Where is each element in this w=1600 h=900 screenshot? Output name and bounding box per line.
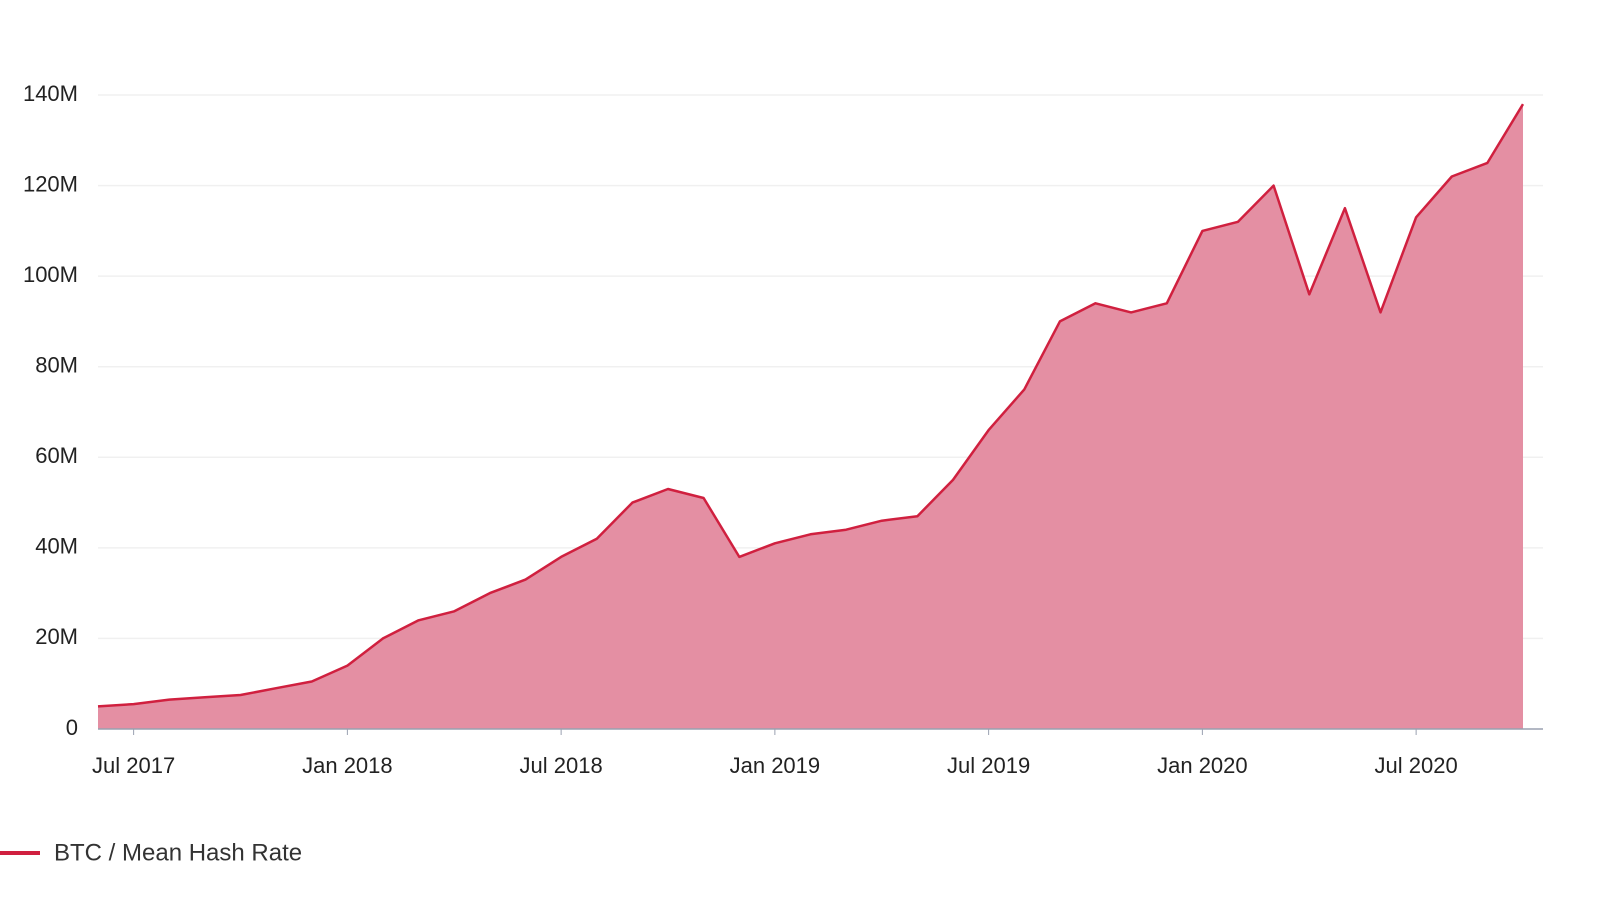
y-tick-label: 120M bbox=[23, 171, 78, 196]
y-tick-label: 40M bbox=[35, 534, 78, 559]
x-tick-label: Jan 2019 bbox=[730, 753, 821, 778]
y-tick-label: 60M bbox=[35, 443, 78, 468]
y-tick-label: 100M bbox=[23, 262, 78, 287]
line bbox=[97, 103, 1525, 708]
x-tick-label: Jul 2020 bbox=[1375, 753, 1458, 778]
y-tick-label: 80M bbox=[35, 353, 78, 378]
x-tick-label: Jul 2019 bbox=[947, 753, 1030, 778]
x-tick-label: Jul 2018 bbox=[520, 753, 603, 778]
x-tick-label: Jan 2020 bbox=[1157, 753, 1248, 778]
x-tick-label: Jan 2018 bbox=[302, 753, 393, 778]
x-tick-label: Jul 2017 bbox=[92, 753, 175, 778]
legend-label: BTC / Mean Hash Rate bbox=[54, 839, 302, 866]
area bbox=[98, 104, 1523, 730]
y-tick-label: 0 bbox=[66, 715, 78, 740]
y-tick-label: 20M bbox=[35, 624, 78, 649]
y-tick-label: 140M bbox=[23, 81, 78, 106]
